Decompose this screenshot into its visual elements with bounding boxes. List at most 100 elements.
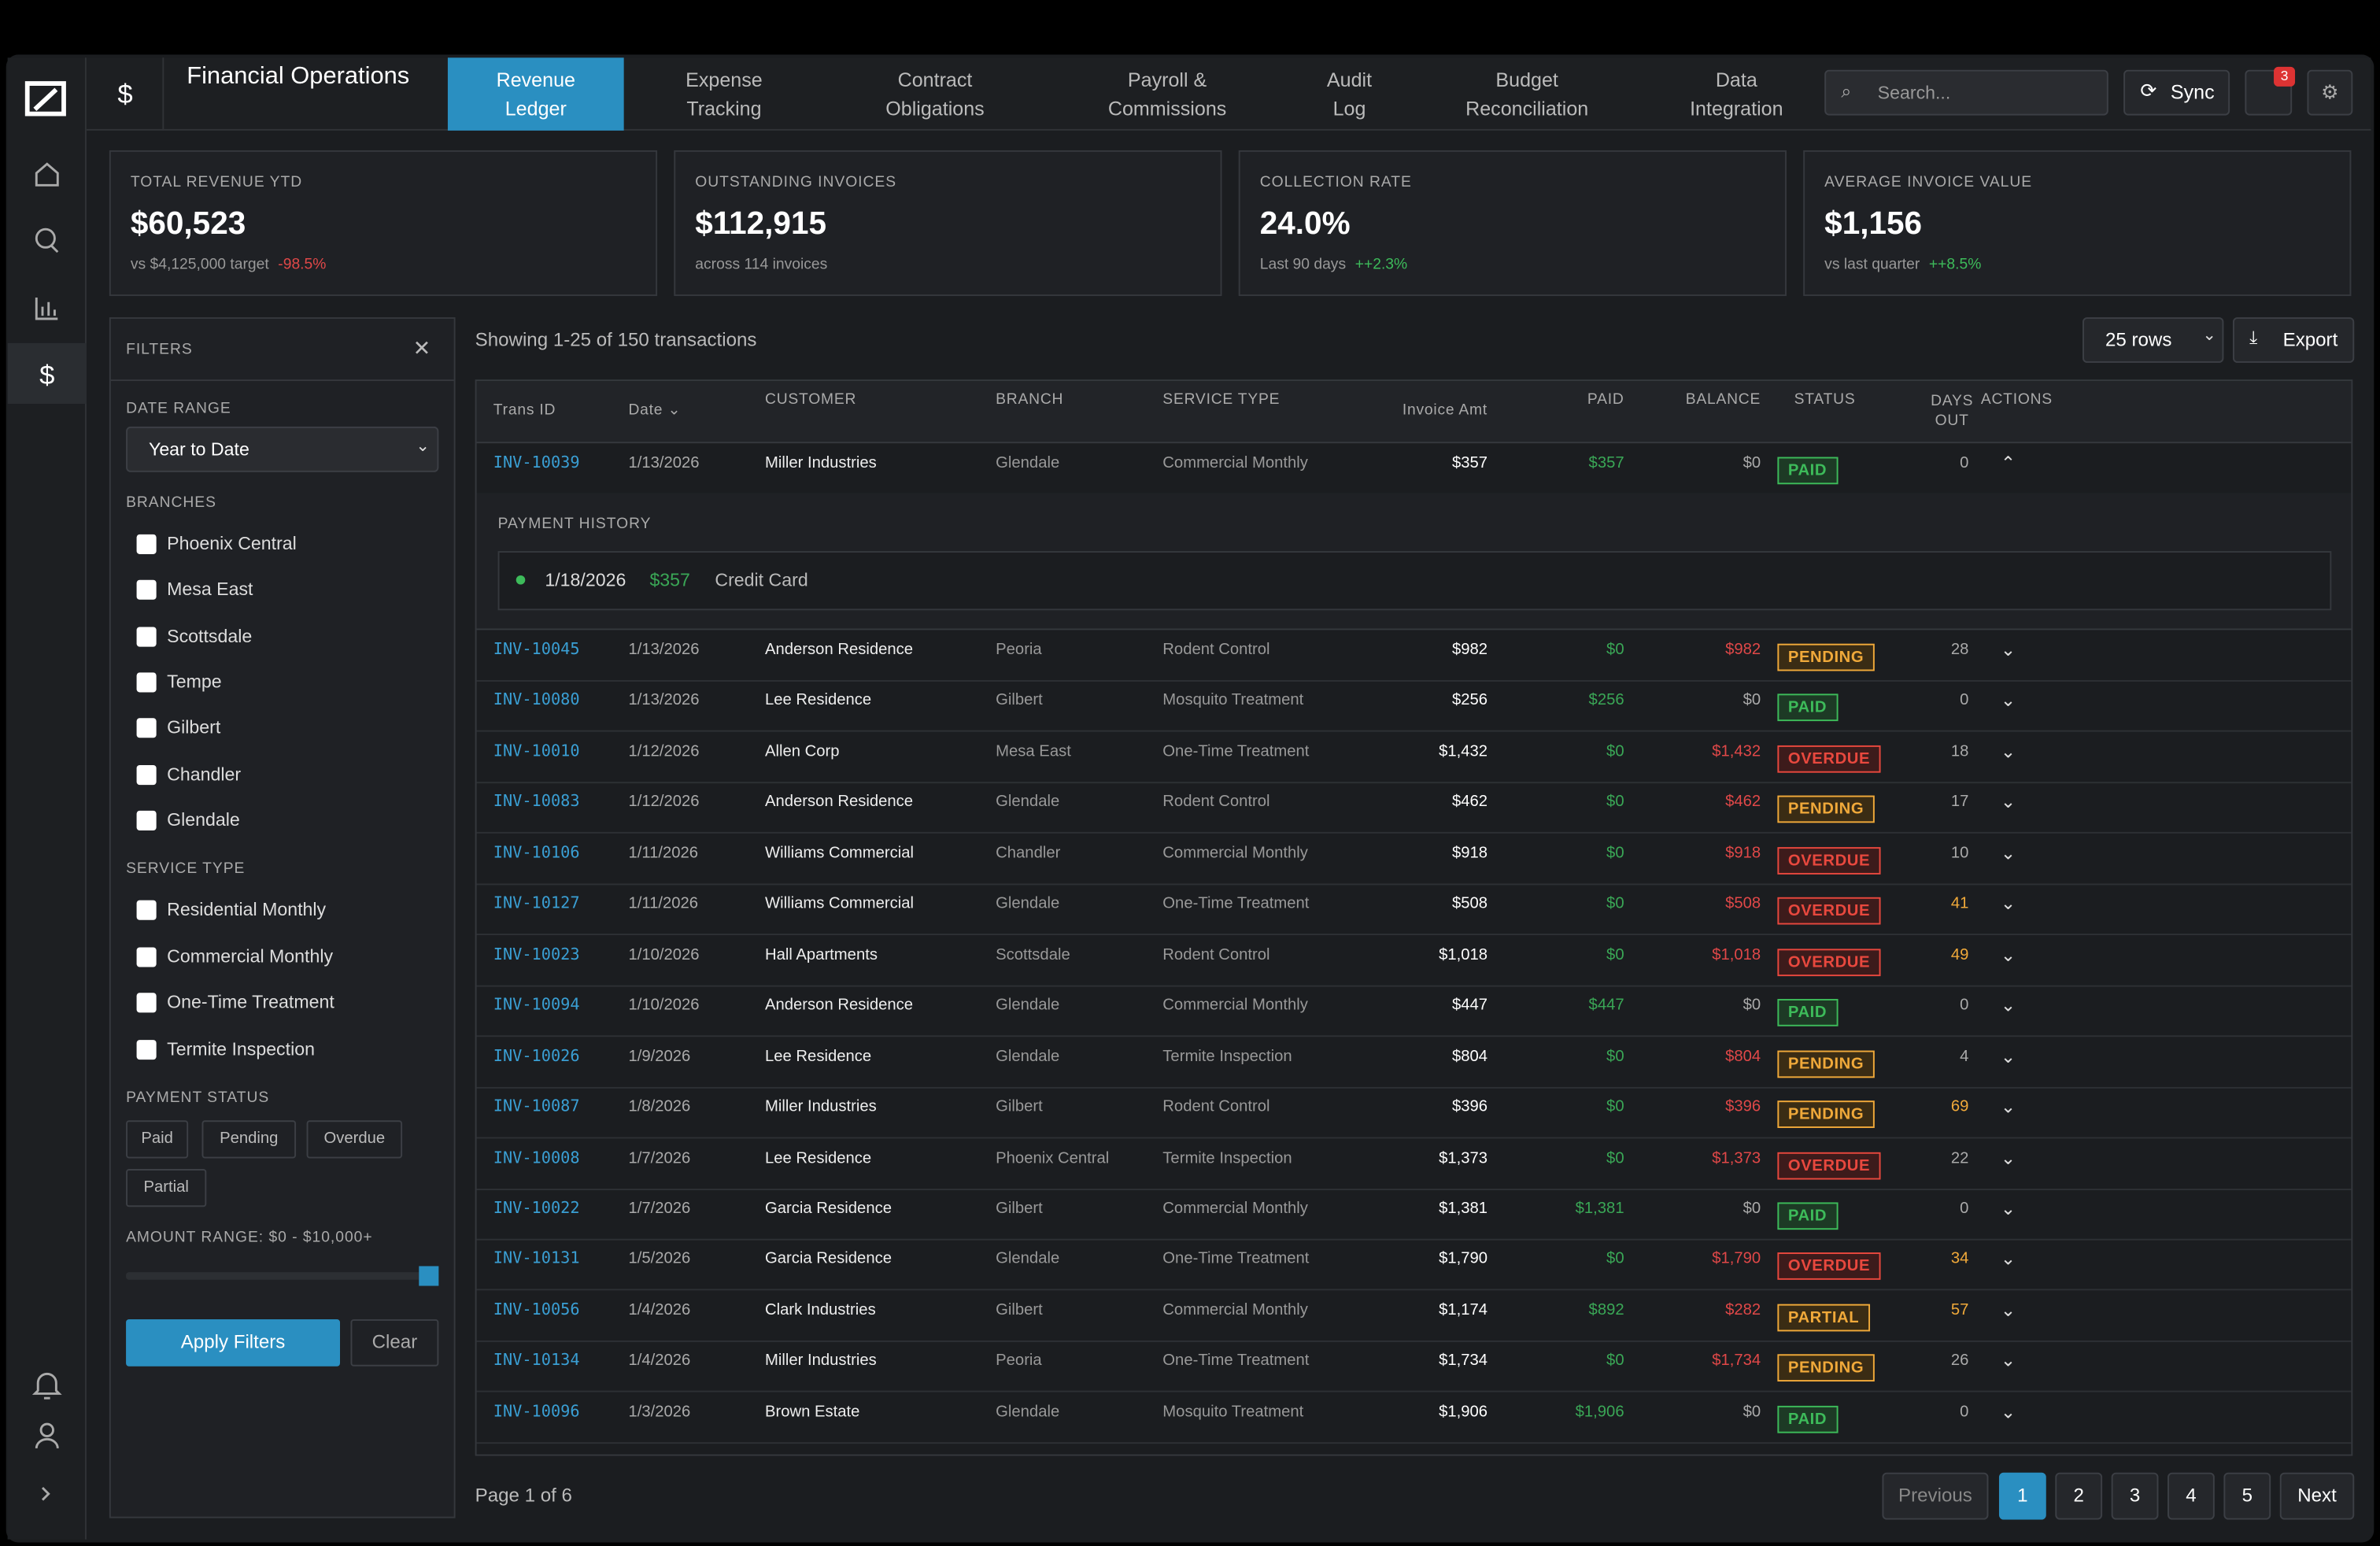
row-toggle[interactable]: ⌄ — [2000, 841, 2016, 864]
checkbox-label[interactable]: Tempe — [167, 671, 222, 693]
trans-id[interactable]: INV-10045 — [493, 640, 580, 660]
range-thumb[interactable] — [419, 1266, 439, 1286]
search-box[interactable] — [1824, 69, 2108, 116]
checkbox-label[interactable]: One-Time Treatment — [167, 991, 334, 1013]
checkbox-label[interactable]: Termite Inspection — [167, 1037, 315, 1060]
trans-id[interactable]: INV-10023 — [493, 945, 580, 964]
checkbox[interactable] — [136, 672, 157, 693]
status-chip[interactable]: Paid — [126, 1120, 189, 1159]
row-toggle[interactable]: ⌄ — [2000, 1248, 2016, 1270]
row-toggle[interactable]: ⌄ — [2000, 1350, 2016, 1372]
date-select-value: Year to Date — [149, 438, 249, 460]
row-toggle[interactable]: ⌄ — [2000, 638, 2016, 660]
row-toggle[interactable]: ⌄ — [2000, 1400, 2016, 1422]
row-toggle[interactable]: ⌄ — [2000, 1045, 2016, 1067]
checkbox-label[interactable]: Phoenix Central — [167, 532, 297, 554]
trans-id[interactable]: INV-10094 — [493, 996, 580, 1015]
trans-id[interactable]: INV-10127 — [493, 894, 580, 913]
page-button[interactable]: 5 — [2223, 1472, 2271, 1520]
page-button[interactable]: 2 — [2055, 1472, 2103, 1520]
chart-icon[interactable] — [35, 298, 58, 320]
trans-id[interactable]: INV-10010 — [493, 742, 580, 761]
home-icon[interactable] — [35, 162, 59, 187]
checkbox[interactable] — [136, 534, 157, 554]
checkbox[interactable] — [136, 718, 157, 738]
trans-id[interactable]: INV-10022 — [493, 1199, 580, 1218]
checkbox[interactable] — [136, 993, 157, 1013]
expand-icon[interactable] — [41, 1487, 50, 1501]
user-icon[interactable] — [39, 1422, 54, 1437]
checkbox[interactable] — [136, 764, 157, 785]
trans-id[interactable]: INV-10080 — [493, 691, 580, 710]
section-label: DATE RANGE — [126, 401, 231, 418]
clear-button[interactable]: Clear — [350, 1319, 439, 1367]
checkbox-label[interactable]: Mesa East — [167, 579, 253, 601]
row-toggle[interactable]: ⌃ — [2000, 452, 2016, 474]
trans-id[interactable]: INV-10096 — [493, 1402, 580, 1421]
nav-tab[interactable]: Audit Log — [1326, 68, 1373, 120]
export-button[interactable]: Export — [2232, 317, 2355, 363]
nav-tab[interactable]: Expense Tracking — [686, 68, 763, 120]
sync-button[interactable] — [2123, 69, 2230, 116]
invoice-amount: $396 — [1451, 1097, 1488, 1116]
invoice-amount: $1,018 — [1439, 945, 1488, 964]
active-nav[interactable] — [7, 342, 87, 405]
row-toggle[interactable]: ⌄ — [2000, 740, 2016, 762]
bell-icon[interactable] — [31, 1373, 62, 1400]
rows-select[interactable]: 25 rows — [2082, 317, 2224, 363]
trans-id[interactable]: INV-10008 — [493, 1148, 580, 1167]
status-chip[interactable]: Pending — [201, 1120, 297, 1159]
customer-cell: Miller Industries — [765, 453, 877, 472]
trans-id[interactable]: INV-10039 — [493, 453, 580, 472]
row-toggle[interactable]: ⌄ — [2000, 1096, 2016, 1118]
date-select[interactable] — [126, 426, 439, 472]
apply-button[interactable]: Apply Filters — [126, 1319, 341, 1367]
nav-tab[interactable]: Payroll & Commissions — [1107, 68, 1227, 120]
checkbox[interactable] — [136, 810, 157, 830]
page-button[interactable]: 4 — [2168, 1472, 2215, 1520]
status-chip[interactable]: Overdue — [306, 1120, 403, 1159]
row-toggle[interactable]: ⌄ — [2000, 1197, 2016, 1219]
nav-tab[interactable]: Budget Reconciliation — [1465, 68, 1589, 120]
page-button[interactable]: 3 — [2111, 1472, 2159, 1520]
trans-id[interactable]: INV-10026 — [493, 1046, 580, 1066]
row-toggle[interactable]: ⌄ — [2000, 791, 2016, 813]
prev-button[interactable]: Previous — [1882, 1472, 1989, 1520]
close-button[interactable]: ✕ — [412, 335, 431, 361]
page-button[interactable]: 1 — [1998, 1472, 2046, 1520]
row-toggle[interactable]: ⌄ — [2000, 943, 2016, 965]
checkbox[interactable] — [136, 626, 157, 646]
row-toggle[interactable]: ⌄ — [2000, 994, 2016, 1016]
checkbox[interactable] — [136, 900, 157, 920]
trans-id[interactable]: INV-10056 — [493, 1300, 580, 1319]
next-button[interactable]: Next — [2279, 1472, 2355, 1520]
nav-tab[interactable]: Contract Obligations — [885, 68, 985, 120]
checkbox-label[interactable]: Scottsdale — [167, 624, 253, 646]
settings-button[interactable]: ⚙ — [2307, 69, 2353, 116]
column-header: ACTIONS — [1980, 391, 2053, 409]
trans-id[interactable]: INV-10083 — [493, 793, 580, 812]
row-toggle[interactable]: ⌄ — [2000, 1299, 2016, 1321]
row-toggle[interactable]: ⌄ — [2000, 1147, 2016, 1169]
nav-tab[interactable]: Revenue Ledger — [496, 68, 575, 120]
trans-id[interactable]: INV-10106 — [493, 843, 580, 863]
checkbox[interactable] — [136, 580, 157, 601]
trans-id[interactable]: INV-10134 — [493, 1352, 580, 1370]
row-toggle[interactable]: ⌄ — [2000, 893, 2016, 915]
status-chip[interactable]: Partial — [126, 1169, 207, 1208]
search-icon[interactable] — [35, 227, 56, 249]
column-header[interactable]: Trans ID — [493, 402, 556, 420]
nav-tab[interactable]: Data Integration — [1690, 68, 1783, 120]
checkbox-label[interactable]: Residential Monthly — [167, 898, 327, 920]
trans-id[interactable]: INV-10131 — [493, 1249, 580, 1269]
checkbox-label[interactable]: Chandler — [167, 763, 242, 785]
column-header[interactable]: Date ⌄ — [628, 402, 682, 420]
trans-id[interactable]: INV-10087 — [493, 1097, 580, 1116]
checkbox[interactable] — [136, 946, 157, 967]
checkbox-label[interactable]: Glendale — [167, 808, 240, 830]
checkbox-label[interactable]: Commercial Monthly — [167, 945, 334, 967]
checkbox[interactable] — [136, 1039, 157, 1060]
checkbox-label[interactable]: Gilbert — [167, 716, 221, 738]
active-tab-bg[interactable] — [447, 57, 624, 131]
row-toggle[interactable]: ⌄ — [2000, 690, 2016, 712]
